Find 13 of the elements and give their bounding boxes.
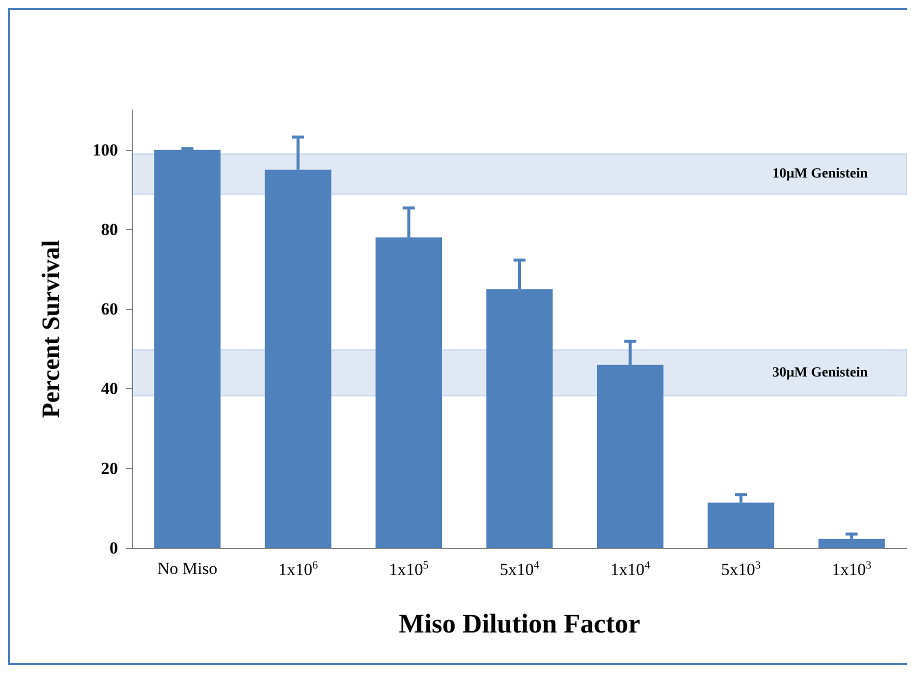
band-label: 10μM Genistein xyxy=(772,166,868,182)
bar xyxy=(154,150,221,548)
y-tick-label: 100 xyxy=(92,140,118,160)
y-tick-label: 20 xyxy=(101,458,118,478)
y-axis-title: Percent Survival xyxy=(38,240,65,418)
bar xyxy=(818,538,885,548)
y-tick-label: 80 xyxy=(101,220,118,239)
x-tick-label: No Miso xyxy=(157,559,218,578)
x-axis-title: Miso Dilution Factor xyxy=(398,608,640,638)
y-tick-label: 60 xyxy=(101,300,118,319)
y-tick-label: 40 xyxy=(101,379,118,398)
y-tick-label: 0 xyxy=(110,538,118,558)
band-label: 30μM Genistein xyxy=(772,365,868,380)
